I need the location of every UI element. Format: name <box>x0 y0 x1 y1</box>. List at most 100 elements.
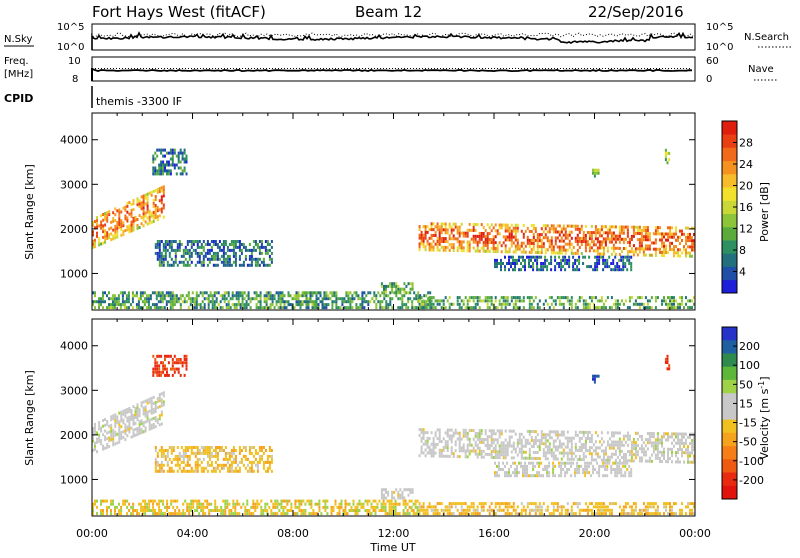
range-cell <box>160 297 162 300</box>
range-cell <box>439 303 441 306</box>
range-cell <box>227 249 229 252</box>
range-cell <box>574 468 576 471</box>
range-cell <box>220 509 222 512</box>
range-cell <box>157 188 159 191</box>
range-cell <box>102 236 104 239</box>
range-cell <box>545 248 547 251</box>
range-cell <box>673 432 675 435</box>
range-cell <box>597 299 599 302</box>
range-cell <box>118 438 120 441</box>
range-cell <box>535 239 537 242</box>
range-cell <box>280 506 282 509</box>
range-cell <box>465 232 467 235</box>
range-cell <box>280 500 282 503</box>
range-cell <box>183 467 185 470</box>
range-cell <box>618 268 620 271</box>
range-cell <box>463 446 465 449</box>
range-cell <box>455 432 457 435</box>
range-cell <box>154 169 156 172</box>
range-cell <box>553 512 555 515</box>
range-cell <box>611 434 613 437</box>
range-cell <box>112 217 114 220</box>
range-cell <box>120 411 122 414</box>
range-cell <box>108 233 110 236</box>
range-cell <box>174 300 176 303</box>
range-cell <box>523 251 525 254</box>
range-cell <box>148 506 150 509</box>
range-cell <box>603 237 605 240</box>
range-cell <box>156 172 158 175</box>
range-cell <box>217 255 219 258</box>
range-cell <box>212 306 214 309</box>
range-cell <box>516 259 518 262</box>
range-cell <box>264 503 266 506</box>
range-cell <box>538 465 540 468</box>
range-cell <box>106 500 108 503</box>
range-cell <box>239 249 241 252</box>
range-cell <box>623 435 625 438</box>
range-cell <box>337 506 339 509</box>
range-cell <box>576 468 578 471</box>
range-cell <box>403 500 405 503</box>
range-cell <box>227 246 229 249</box>
range-cell <box>679 448 681 451</box>
range-cell <box>625 435 627 438</box>
range-cell <box>437 437 439 440</box>
range-cell <box>171 446 173 449</box>
range-cell <box>141 204 143 207</box>
range-cell <box>106 437 108 440</box>
range-cell <box>621 226 623 229</box>
range-cell <box>255 458 257 461</box>
range-cell <box>361 306 363 309</box>
range-cell <box>367 303 369 306</box>
range-cell <box>583 240 585 243</box>
range-cell <box>629 244 631 247</box>
range-cell <box>110 500 112 503</box>
range-cell <box>157 191 159 194</box>
range-cell <box>581 458 583 461</box>
range-cell <box>483 505 485 508</box>
range-cell <box>523 233 525 236</box>
range-cell <box>661 251 663 254</box>
range-cell <box>575 252 577 255</box>
range-cell <box>447 455 449 458</box>
range-cell <box>625 441 627 444</box>
range-cell <box>649 432 651 435</box>
range-cell <box>505 505 507 508</box>
range-cell <box>585 246 587 249</box>
range-cell <box>188 306 190 309</box>
range-cell <box>512 262 514 265</box>
range-cell <box>597 231 599 234</box>
range-cell <box>335 306 337 309</box>
range-cell <box>691 255 693 258</box>
range-cell <box>530 265 532 268</box>
range-cell <box>487 435 489 438</box>
range-cell <box>489 238 491 241</box>
range-cell <box>213 467 215 470</box>
range-cell <box>156 294 158 297</box>
range-cell <box>565 237 567 240</box>
range-cell <box>594 169 596 172</box>
range-cell <box>657 451 659 454</box>
range-cell <box>457 246 459 249</box>
range-cell <box>284 306 286 309</box>
range-cell <box>598 169 600 172</box>
range-cell <box>232 303 234 306</box>
range-cell <box>168 172 170 175</box>
range-cell <box>227 258 229 261</box>
range-cell <box>583 237 585 240</box>
range-cell <box>351 294 353 297</box>
range-cell <box>544 465 546 468</box>
range-cell <box>184 169 186 172</box>
range-cell <box>427 240 429 243</box>
range-cell <box>102 425 104 428</box>
range-cell <box>551 502 553 505</box>
range-cell <box>509 505 511 508</box>
range-cell <box>465 432 467 435</box>
range-cell <box>461 240 463 243</box>
range-cell <box>200 506 202 509</box>
range-cell <box>673 254 675 257</box>
range-cell <box>433 240 435 243</box>
range-cell <box>193 470 195 473</box>
range-cell <box>122 233 124 236</box>
